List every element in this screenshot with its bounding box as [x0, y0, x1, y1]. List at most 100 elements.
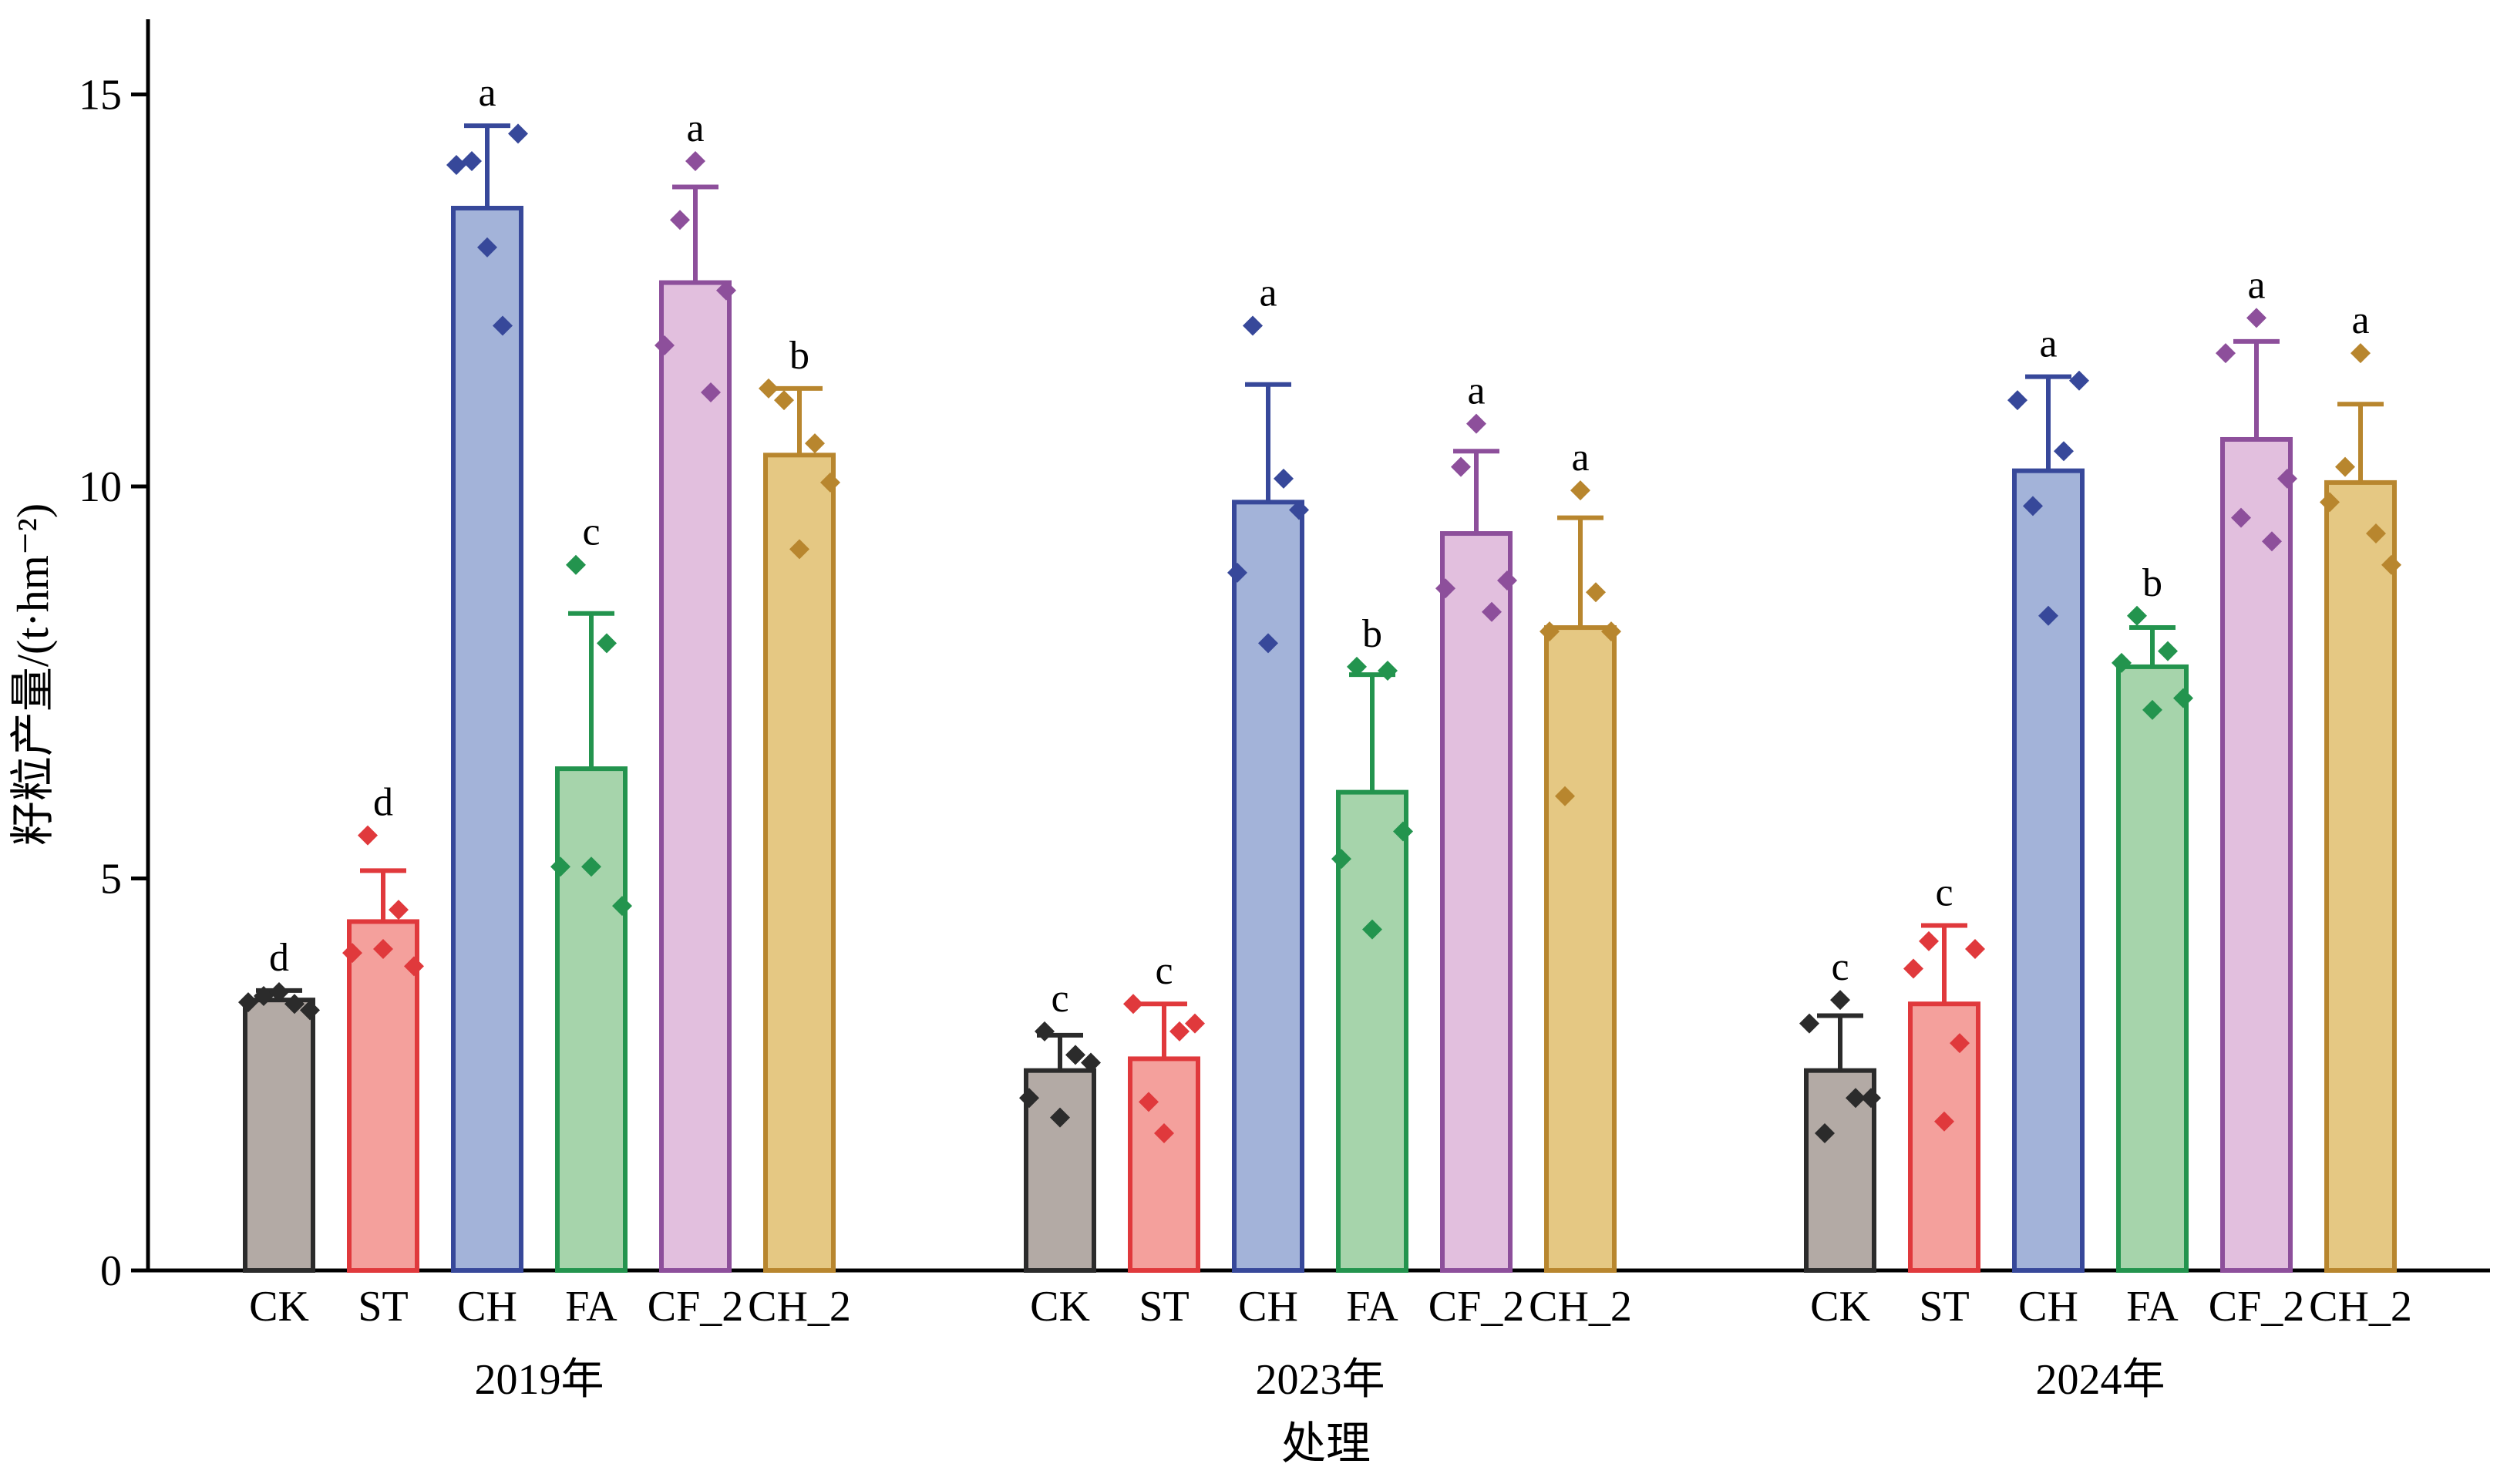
data-point [774, 390, 794, 411]
data-point [1081, 1052, 1101, 1073]
bar [2012, 468, 2085, 1273]
data-point [2173, 688, 2193, 708]
data-point [1258, 633, 1278, 654]
data-point [462, 150, 482, 171]
data-point [2142, 699, 2162, 720]
y-tick-label: 5 [100, 856, 122, 904]
data-point [1154, 1123, 1174, 1144]
data-point [493, 315, 513, 336]
data-point [342, 943, 362, 964]
y-tick-label: 10 [79, 463, 122, 511]
y-axis-title: 籽粒产量/(t·hm⁻²) [8, 503, 58, 846]
significance-letter: c [582, 510, 600, 554]
x-category-label: ST [1139, 1283, 1189, 1331]
data-point [1846, 1088, 1866, 1109]
data-point [2054, 441, 2074, 462]
significance-letter: c [1155, 949, 1173, 993]
x-category-label: CK [1810, 1283, 1870, 1331]
bar [1804, 1068, 1876, 1274]
data-point [1482, 601, 1502, 622]
y-tick-label: 0 [100, 1247, 122, 1295]
data-point [1185, 1013, 1205, 1034]
data-point [550, 856, 570, 877]
data-point [1861, 1088, 1881, 1109]
data-point [1466, 413, 1486, 434]
data-point [404, 956, 424, 977]
data-point [2007, 390, 2027, 411]
x-category-label: FA [2126, 1283, 2179, 1331]
data-point [1050, 1107, 1070, 1128]
data-point [1393, 821, 1413, 842]
data-point [358, 825, 378, 846]
x-category-label: CF_2 [1428, 1283, 1525, 1331]
data-point [238, 992, 258, 1013]
data-point [2335, 456, 2355, 477]
data-point [389, 900, 409, 920]
data-point [581, 856, 601, 877]
significance-letter: d [269, 936, 289, 980]
x-category-label: ST [1919, 1283, 1969, 1331]
bar [2220, 436, 2293, 1273]
data-point [1435, 578, 1455, 599]
data-point [701, 382, 721, 402]
bar [1128, 1056, 1200, 1274]
data-point [2246, 308, 2266, 328]
data-point [2112, 652, 2132, 673]
data-point [2023, 496, 2043, 517]
data-point [1274, 468, 1294, 489]
data-point [2351, 343, 2371, 364]
data-point [805, 433, 825, 454]
data-point [2038, 605, 2058, 626]
data-point [2277, 468, 2297, 489]
data-point [789, 539, 809, 560]
data-point [1903, 958, 1923, 979]
x-category-label: CH_2 [1529, 1283, 1632, 1331]
x-axis-title: 处理 [1281, 1418, 1371, 1469]
data-point [2320, 492, 2340, 513]
bar [555, 766, 628, 1273]
data-point [2381, 554, 2401, 575]
significance-letter: d [373, 781, 393, 825]
bar [1232, 500, 1304, 1273]
bar [347, 919, 419, 1274]
plot-area: 0 5 10 15 d CK d ST a CH c FA a CF_2 b CH_2 2019年 c CK c ST a… [79, 19, 2490, 1404]
significance-letter: a [478, 71, 496, 115]
data-point [477, 237, 497, 257]
data-point [1965, 939, 1985, 960]
significance-letter: a [1571, 436, 1589, 480]
data-point [1289, 500, 1309, 520]
data-point [1347, 656, 1367, 677]
x-category-label: FA [565, 1283, 617, 1331]
data-point [1065, 1045, 1085, 1065]
data-point [670, 210, 690, 231]
data-point [1243, 315, 1263, 336]
significance-letter: a [2247, 263, 2265, 307]
significance-letter: c [1831, 945, 1849, 989]
data-point [284, 994, 305, 1015]
data-point [1169, 1021, 1190, 1041]
data-point [446, 155, 466, 176]
data-point [685, 150, 705, 171]
x-category-label: CH_2 [748, 1283, 851, 1331]
data-point [2069, 370, 2089, 391]
data-point [612, 896, 632, 917]
data-point [1586, 582, 1606, 603]
x-group-label: 2019年 [475, 1356, 604, 1404]
bar [1336, 789, 1408, 1273]
bar [763, 453, 836, 1274]
x-category-label: FA [1346, 1283, 1398, 1331]
data-point [2158, 641, 2178, 661]
data-point [508, 123, 528, 144]
data-point [597, 633, 617, 654]
bar [451, 205, 523, 1274]
data-point [1601, 621, 1621, 642]
bar [243, 998, 315, 1273]
data-point [820, 472, 840, 493]
x-category-label: CH [1238, 1283, 1298, 1331]
x-category-label: CH_2 [2309, 1283, 2412, 1331]
significance-letter: a [686, 106, 704, 150]
x-group-label: 2024年 [2036, 1356, 2165, 1404]
data-point [373, 939, 393, 960]
data-point [1830, 990, 1850, 1011]
data-point [759, 378, 779, 399]
